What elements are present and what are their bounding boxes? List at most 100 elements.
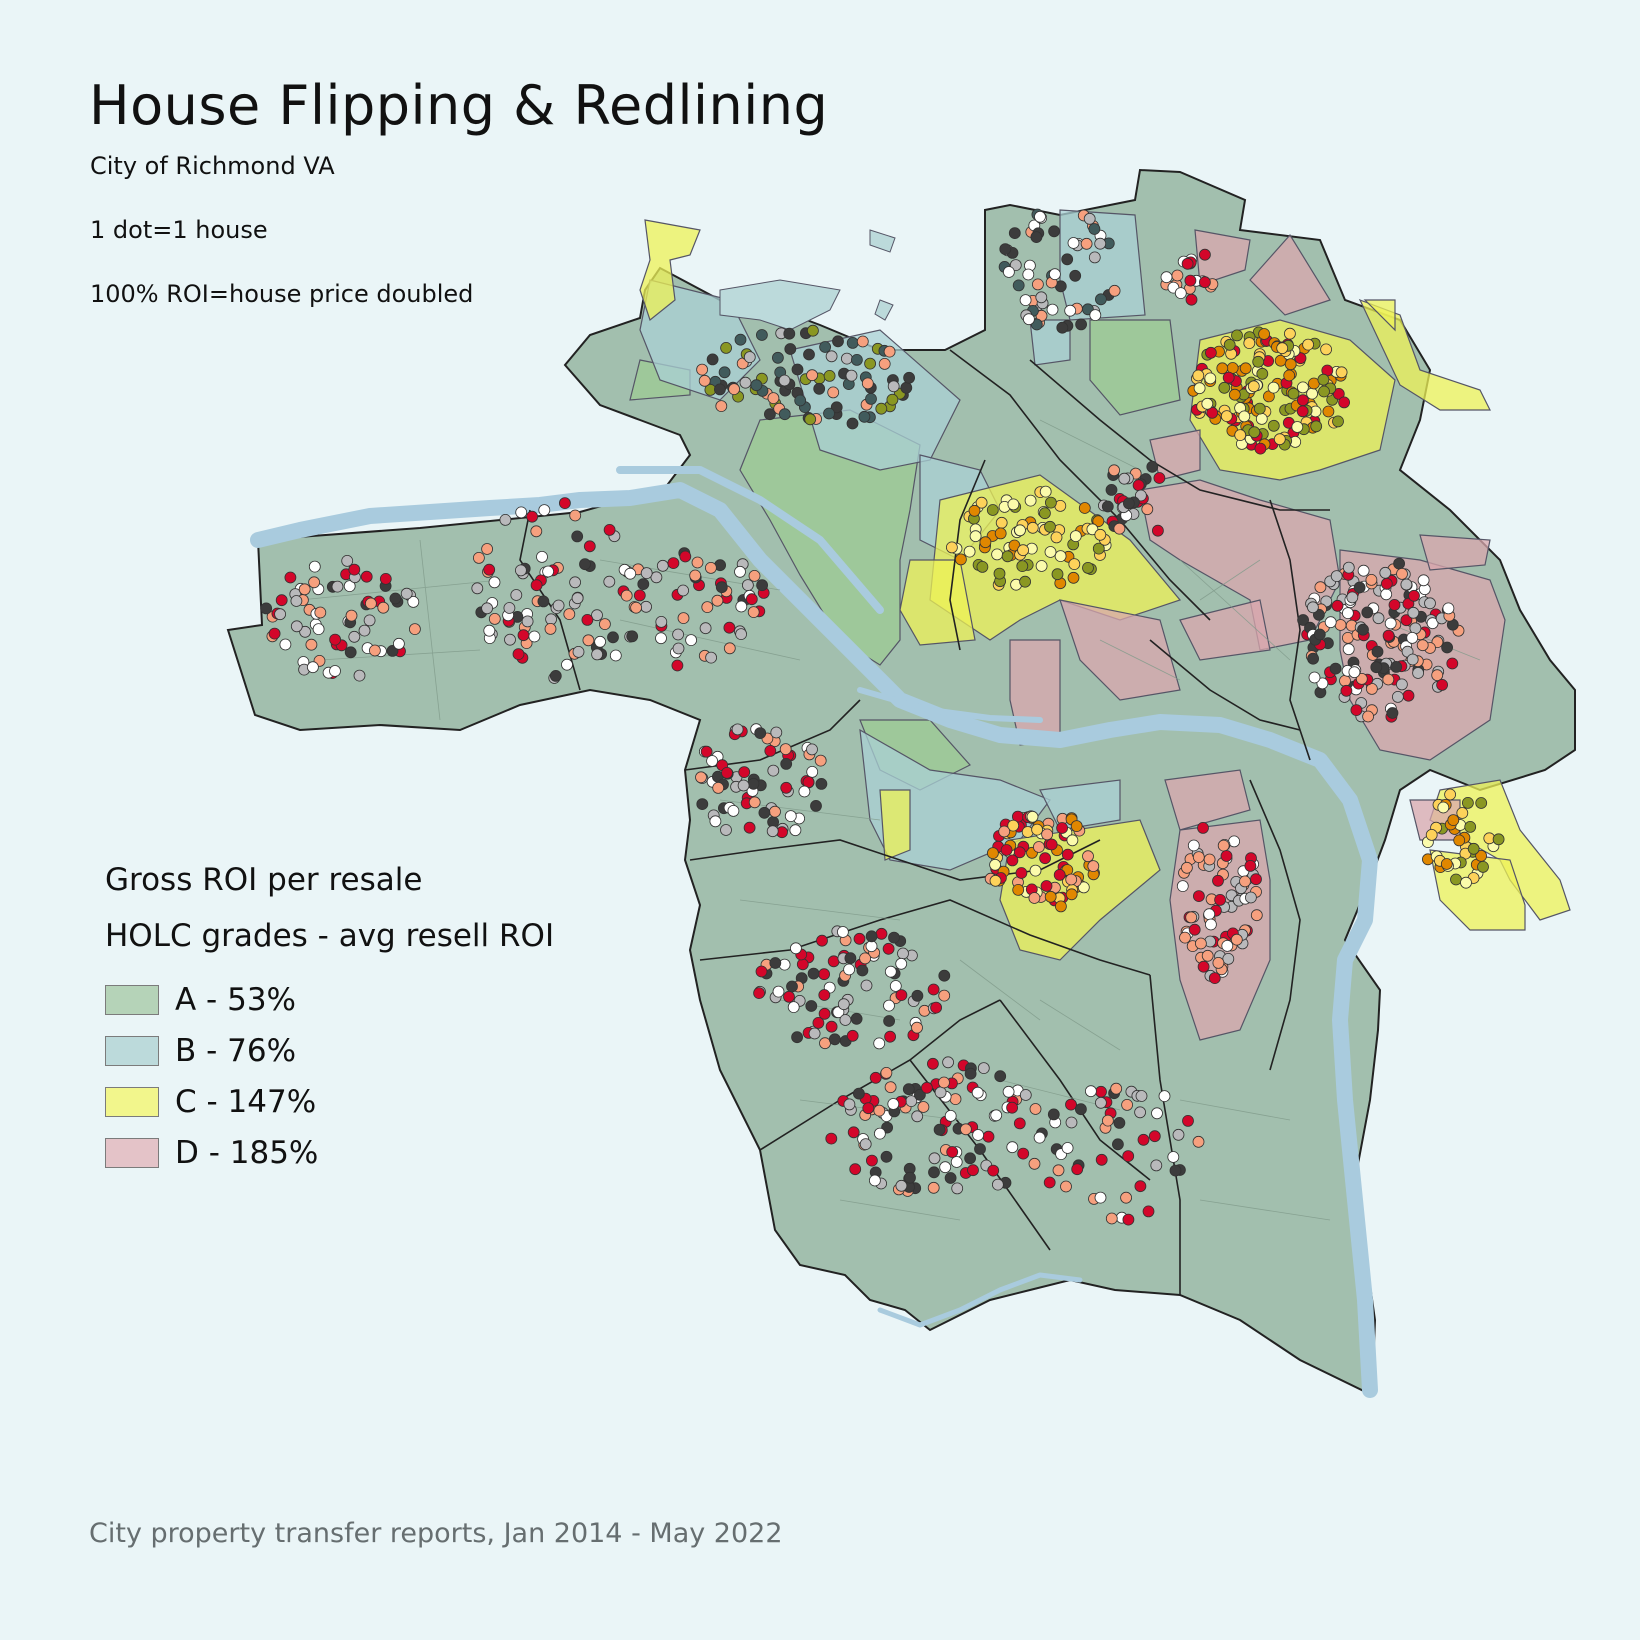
house-dot xyxy=(803,348,815,361)
house-dot xyxy=(1061,253,1074,266)
house-dot xyxy=(883,1015,895,1027)
house-dot xyxy=(887,1098,900,1110)
holc-c-area xyxy=(1429,849,1526,931)
house-dot xyxy=(503,602,516,614)
house-dot xyxy=(1065,888,1078,901)
house-dot xyxy=(1064,304,1077,317)
house-dot xyxy=(1287,387,1300,400)
house-dot xyxy=(1061,1142,1074,1154)
house-dot xyxy=(865,930,878,943)
house-dot xyxy=(1089,309,1102,322)
house-dot xyxy=(974,1143,986,1155)
house-dot xyxy=(778,374,791,387)
house-dot xyxy=(1273,433,1286,446)
house-dot xyxy=(1032,278,1044,291)
house-dot xyxy=(696,363,708,376)
house-dot xyxy=(723,642,736,655)
house-dot xyxy=(715,581,728,594)
house-dot xyxy=(1212,957,1225,969)
house-dot xyxy=(987,1164,1000,1177)
house-dot xyxy=(512,648,525,660)
house-dot xyxy=(671,659,684,672)
house-dot xyxy=(1371,645,1384,658)
house-dot xyxy=(837,998,850,1011)
house-dot xyxy=(1462,797,1474,809)
house-dot xyxy=(1061,848,1074,861)
legend-swatch-d xyxy=(105,1137,159,1168)
house-dot xyxy=(837,926,849,938)
house-dot xyxy=(1396,678,1408,691)
house-dot xyxy=(1339,675,1351,687)
house-dot xyxy=(471,582,484,595)
house-dot xyxy=(930,1001,942,1014)
house-dot xyxy=(1297,394,1309,407)
house-dot xyxy=(633,589,646,602)
house-dot xyxy=(967,1164,979,1177)
house-dot xyxy=(1033,841,1045,853)
house-dot xyxy=(825,350,838,363)
house-dot xyxy=(904,1171,916,1184)
house-dot xyxy=(1052,1164,1065,1177)
house-dot xyxy=(1044,546,1057,558)
house-dot xyxy=(735,628,747,640)
house-dot xyxy=(1095,1085,1107,1098)
house-dot xyxy=(1006,854,1019,867)
house-dot xyxy=(1355,673,1368,685)
house-dot xyxy=(1185,911,1198,924)
house-dot xyxy=(1370,661,1383,674)
house-dot xyxy=(1228,388,1241,401)
house-dot xyxy=(976,561,989,573)
house-dot xyxy=(880,1150,893,1163)
house-dot xyxy=(731,723,744,736)
house-dot xyxy=(1179,931,1191,944)
house-dot xyxy=(481,602,494,615)
house-dot xyxy=(721,767,733,779)
house-dot xyxy=(846,417,859,430)
house-dot xyxy=(1199,276,1211,289)
house-dot xyxy=(1077,881,1090,894)
holc-c-area xyxy=(1363,299,1396,332)
house-dot xyxy=(1417,574,1430,587)
house-dot xyxy=(1053,869,1066,881)
house-dot xyxy=(284,571,297,584)
house-dot xyxy=(928,1152,941,1165)
house-dot xyxy=(504,633,516,646)
house-dot xyxy=(798,785,811,798)
house-dot xyxy=(987,847,999,859)
house-dot xyxy=(1440,858,1453,870)
house-dot xyxy=(1231,329,1243,342)
house-dot xyxy=(1182,1115,1194,1127)
house-dot xyxy=(1026,521,1039,534)
house-dot xyxy=(882,942,895,955)
house-dot xyxy=(679,550,692,563)
house-dot xyxy=(1105,1212,1118,1225)
map-title: House Flipping & Redlining xyxy=(89,74,829,137)
house-dot xyxy=(1008,227,1021,240)
house-dot xyxy=(1446,657,1459,670)
house-dot xyxy=(911,1110,924,1123)
house-dot xyxy=(1012,884,1025,896)
house-dot xyxy=(818,1007,831,1020)
house-dot xyxy=(884,1081,897,1094)
holc-b-area xyxy=(1059,209,1146,321)
house-dot xyxy=(1357,623,1369,636)
house-dot xyxy=(846,1029,859,1042)
house-dot xyxy=(1492,833,1505,846)
house-dot xyxy=(841,352,853,365)
house-dot xyxy=(1040,880,1053,892)
house-dot xyxy=(1205,918,1217,931)
house-dot xyxy=(488,576,501,589)
house-dot xyxy=(706,353,719,366)
house-dot xyxy=(955,553,967,566)
house-dot xyxy=(1045,838,1058,851)
house-dot xyxy=(699,622,712,635)
house-dot xyxy=(343,580,356,592)
house-dot xyxy=(990,1109,1003,1122)
house-dot xyxy=(1048,225,1060,238)
house-dot xyxy=(1276,342,1289,355)
house-dot xyxy=(1253,402,1266,415)
house-dot xyxy=(591,648,603,661)
house-dot xyxy=(1477,861,1489,873)
house-dot xyxy=(750,379,763,392)
house-dot xyxy=(1049,268,1061,281)
